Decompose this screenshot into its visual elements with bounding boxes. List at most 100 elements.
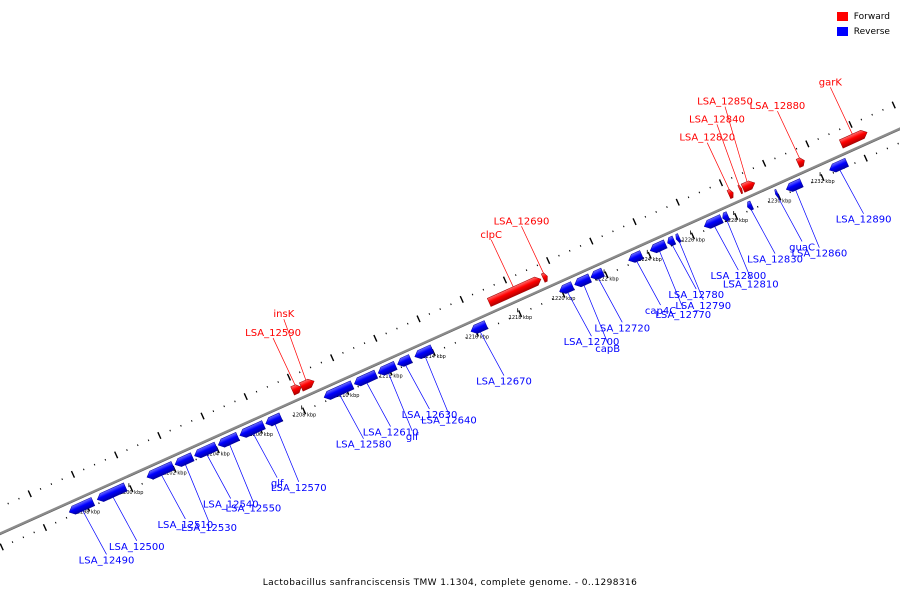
forward-track-dot (681, 239, 683, 242)
label-leader (567, 292, 592, 337)
gene-lsa-12720-reverse[interactable] (589, 267, 605, 282)
forward-track-dot (33, 531, 35, 534)
reverse-track-dot (157, 431, 162, 440)
label-leader (185, 464, 210, 523)
gene-label-lsa-12580: LSA_12580 (336, 440, 392, 451)
gene-arrow (795, 157, 805, 168)
reverse-track-dot (223, 405, 225, 408)
gene-cap4c-reverse[interactable] (627, 250, 644, 265)
forward-track-dot (129, 485, 134, 493)
reverse-track-dot (741, 172, 744, 174)
reverse-track-dot (104, 458, 107, 461)
reverse-track-dot (363, 342, 366, 345)
reverse-track-dot (61, 478, 63, 481)
gene-lsa-12570-reverse[interactable] (264, 412, 284, 428)
reverse-track-dot (622, 225, 625, 228)
gene-arrow (298, 378, 315, 392)
reverse-track-dot (93, 463, 96, 466)
label-leader (679, 242, 704, 301)
gene-gark-forward[interactable] (838, 128, 869, 149)
forward-track-dot (11, 541, 14, 544)
gene-label-lsa-12830: LSA_12830 (747, 255, 803, 266)
reverse-track-dot (373, 334, 378, 342)
reverse-track-dot (891, 101, 896, 109)
label-leader (583, 285, 608, 344)
gene-capb-reverse[interactable] (573, 273, 592, 289)
gene-label-lsa-12770: LSA_12770 (655, 310, 711, 321)
gene-lsa-12810-reverse[interactable] (721, 211, 731, 223)
label-leader (405, 365, 430, 410)
forward-track-dot (195, 458, 197, 461)
gene-arrow (397, 354, 413, 367)
gene-lsa-12700-reverse[interactable] (558, 281, 575, 296)
gene-lsa-12860-reverse[interactable] (784, 178, 804, 194)
forward-track-dot (551, 298, 554, 301)
gene-lsa-12580-reverse[interactable] (322, 380, 355, 402)
gene-insk-forward[interactable] (298, 377, 316, 392)
gene-lsa-12780-reverse[interactable] (666, 235, 677, 247)
forward-track-dot (518, 310, 523, 318)
reverse-track-dot (180, 424, 182, 427)
label-leader (714, 226, 739, 271)
forward-track-dot (400, 366, 403, 369)
label-leader (388, 373, 413, 432)
gene-lsa-12880-forward[interactable] (795, 156, 806, 168)
label-leader (480, 331, 505, 376)
gene-lsa-12790-reverse[interactable] (674, 233, 682, 244)
gene-glf-reverse[interactable] (238, 420, 266, 440)
scale-tick-label: 1206 kbp (249, 432, 273, 438)
gene-lsa-12830-reverse[interactable] (746, 200, 754, 211)
gene-lsa-12820-forward[interactable] (726, 189, 735, 199)
gene-arrow (290, 384, 302, 396)
gene-lsa-12550-reverse[interactable] (216, 431, 240, 449)
gene-lsa-12850-forward[interactable] (740, 179, 757, 193)
reverse-track-dot (817, 138, 819, 140)
gene-label-lsa-12510: LSA_12510 (157, 520, 213, 531)
gene-lsa-12690-forward[interactable] (540, 272, 549, 283)
gene-label-lsa-12810: LSA_12810 (723, 280, 779, 291)
gene-lsa-12540-reverse[interactable] (193, 441, 219, 460)
gene-label-guac: guaC (789, 242, 815, 253)
gene-lsa-12510-reverse[interactable] (145, 461, 176, 481)
scale-tick-label: 1216 kbp (465, 335, 489, 341)
label-leader (272, 337, 296, 385)
gene-lsa-12770-reverse[interactable] (648, 239, 668, 255)
gene-lsa-12800-reverse[interactable] (702, 214, 724, 231)
gene-lsa-12590-forward[interactable] (290, 383, 303, 396)
gene-clpc-forward[interactable] (486, 275, 543, 307)
gene-lsa-12670-reverse[interactable] (469, 320, 489, 336)
forward-track-dot (820, 174, 825, 182)
gene-lsa-12490-reverse[interactable] (67, 497, 96, 516)
forward-track-dot (897, 142, 899, 145)
gene-guac-reverse[interactable] (774, 188, 780, 199)
reverse-track-dot (687, 196, 690, 199)
forward-track-dot (616, 269, 619, 271)
reverse-track-dot (342, 351, 344, 354)
label-leaders (82, 87, 864, 555)
reverse-track-dot (546, 256, 551, 265)
scale-tick-label: 1228 kbp (725, 218, 749, 224)
gene-arrow (68, 497, 96, 515)
gene-lsa-12500-reverse[interactable] (95, 482, 128, 504)
gene-lsa-12530-reverse[interactable] (173, 452, 195, 469)
forward-track-dot (530, 307, 532, 310)
gene-lsa-12840-forward[interactable] (737, 184, 744, 195)
gene-lsa-12640-reverse[interactable] (413, 344, 435, 361)
backbone-main (0, 127, 900, 535)
gene-lsa-12630-reverse[interactable] (396, 354, 413, 369)
gene-arrow (470, 320, 489, 334)
gene-label-lsa-12720: LSA_12720 (594, 323, 650, 334)
gene-label-glf: glf (406, 432, 419, 443)
gene-arrow (649, 239, 668, 254)
map-caption: Lactobacillus sanfranciscensis TMW 1.130… (262, 578, 638, 588)
gene-arrow (703, 214, 724, 229)
gene-lsa-12890-reverse[interactable] (828, 157, 849, 174)
gene-label-lsa-12500: LSA_12500 (109, 542, 165, 553)
reverse-track-dot (655, 210, 657, 213)
reverse-track-dot (298, 371, 301, 374)
gene-glf-reverse[interactable] (376, 361, 398, 377)
gene-arrow (540, 272, 548, 283)
gene-lsa-12610-reverse[interactable] (352, 369, 379, 388)
gene-label-lsa-12840: LSA_12840 (689, 114, 745, 125)
